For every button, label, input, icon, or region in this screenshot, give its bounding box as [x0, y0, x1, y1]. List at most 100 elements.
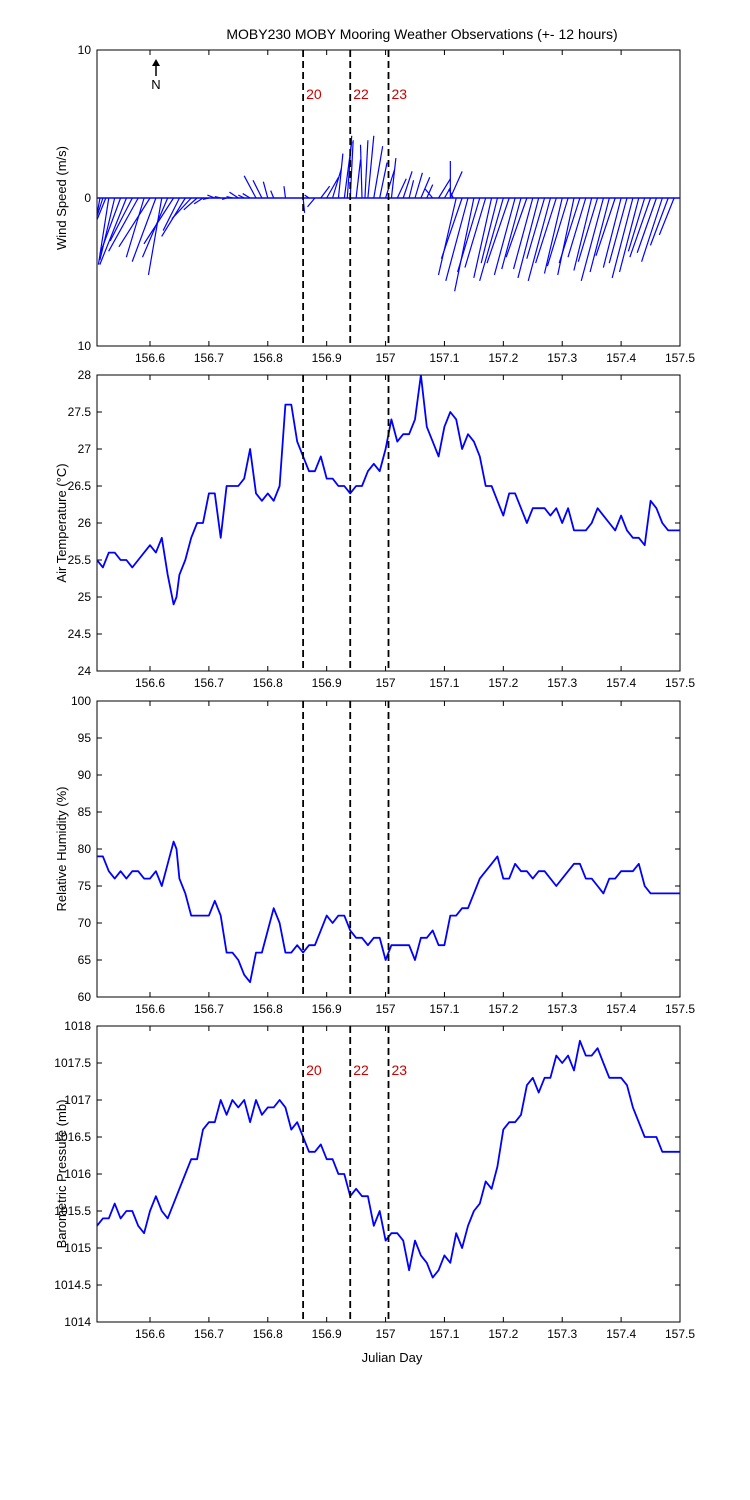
panel-humidity: 156.6 156.7 156.8 156.9 157 157.1 157.2 157.3 15…: [54, 694, 695, 1016]
wind-stick: [402, 171, 413, 199]
pressure-y-tick-label: 1018: [64, 1019, 91, 1033]
x-axis-label: Julian Day: [362, 1350, 423, 1365]
north-arrow-head: [152, 59, 160, 66]
wind-stick: [202, 197, 210, 201]
humidity-y-tick-label: 85: [78, 805, 92, 819]
humidity-plot-area: [97, 840, 680, 984]
wind-stick: [331, 168, 343, 199]
panel-airtemp: 156.6 156.7 156.8 156.9 157 157.1 157.2 157.3 15…: [54, 368, 695, 690]
wind-stick: [97, 197, 104, 219]
airtemp-x-tick-label: 156.6: [135, 676, 165, 690]
humidity-x-tick-label: 156.7: [194, 1002, 224, 1016]
wind-stick: [367, 135, 375, 199]
wind-stick: [131, 197, 157, 262]
humidity-y-tick-label: 60: [78, 990, 92, 1004]
wind-stick: [558, 197, 581, 264]
wind-stick: [162, 197, 180, 231]
humidity-x-tick-label: 157.5: [665, 1002, 695, 1016]
pressure-event-label: 20: [306, 1062, 322, 1078]
airtemp-y-tick-label: 24: [78, 664, 92, 678]
wind-x-tick-label: 156.9: [312, 351, 342, 365]
wind-y-tick-label: 10: [78, 43, 92, 57]
wind-y-tick-label: 10: [78, 339, 92, 353]
humidity-x-tick-label: 157: [376, 1002, 396, 1016]
wind-stick: [408, 180, 415, 199]
pressure-y-tick-label: 1016.5: [54, 1130, 91, 1144]
wind-stick: [414, 172, 423, 199]
airtemp-x-tick-label: 157.4: [606, 676, 636, 690]
wind-stick: [473, 197, 493, 279]
wind-stick: [595, 197, 616, 256]
panel-pressure: 156.6 156.7 156.8 156.9 157 157.1 157.2 157.3 15…: [54, 1019, 695, 1341]
wind-x-tick-label: 157.4: [606, 351, 636, 365]
humidity-x-tick-label: 157.4: [606, 1002, 636, 1016]
pressure-y-tick-label: 1016: [64, 1167, 91, 1181]
wind-stick: [608, 197, 628, 264]
wind-stick: [437, 197, 457, 276]
wind-stick: [108, 197, 139, 252]
wind-stick: [355, 159, 362, 199]
humidity-x-tick-label: 156.8: [253, 1002, 283, 1016]
pressure-x-tick-label: 156.7: [194, 1327, 224, 1341]
wind-stick: [589, 197, 610, 273]
wind-x-tick-label: 156.6: [135, 351, 165, 365]
wind-stick: [577, 197, 599, 262]
pressure-event-label: 23: [392, 1062, 408, 1078]
airtemp-x-tick-label: 156.9: [312, 676, 342, 690]
wind-stick: [307, 197, 316, 208]
humidity-x-tick-label: 156.6: [135, 1002, 165, 1016]
wind-stick: [611, 197, 634, 279]
wind-x-tick-label: 157.1: [429, 351, 459, 365]
north-label: N: [151, 77, 160, 92]
wind-stick: [479, 197, 504, 282]
airtemp-x-tick-label: 156.8: [253, 676, 283, 690]
wind-stick: [109, 197, 133, 242]
airtemp-x-tick-label: 157.1: [429, 676, 459, 690]
wind-stick: [171, 197, 192, 220]
pressure-plot-area: [97, 1039, 680, 1279]
wind-stick: [486, 197, 510, 264]
figure-title: MOBY230 MOBY Mooring Weather Observation…: [226, 26, 617, 42]
wind-stick: [99, 197, 122, 255]
wind-event-label: 20: [306, 86, 322, 102]
wind-stick: [567, 197, 587, 258]
wind-stick: [337, 153, 344, 199]
airtemp-x-tick-label: 157.5: [665, 676, 695, 690]
wind-stick: [396, 178, 407, 199]
airtemp-x-tick-label: 156.7: [194, 676, 224, 690]
wind-stick: [454, 197, 475, 292]
wind-stick: [97, 197, 101, 219]
wind-stick: [304, 194, 310, 199]
wind-stick: [226, 195, 233, 199]
wind-stick: [270, 190, 275, 199]
wind-stick: [147, 197, 163, 276]
wind-x-tick-label: 157.2: [488, 351, 518, 365]
pressure-y-tick-label: 1017.5: [54, 1056, 91, 1070]
wind-stick: [440, 197, 463, 259]
wind-stick: [118, 197, 151, 248]
wind-stick: [636, 197, 658, 253]
wind-stick: [379, 162, 388, 199]
wind-stick: [390, 157, 397, 199]
wind-stick: [242, 193, 251, 199]
pressure-x-tick-label: 156.6: [135, 1327, 165, 1341]
wind-stick: [464, 197, 487, 268]
wind-stick: [641, 197, 663, 262]
wind-stick: [229, 191, 239, 199]
pressure-y-axis-label: Barometric Pressure (mb): [54, 1100, 69, 1249]
wind-stick: [448, 188, 454, 199]
wind-stick: [449, 171, 463, 199]
wind-stick: [546, 197, 569, 267]
pressure-x-tick-label: 157.5: [665, 1327, 695, 1341]
wind-stick: [143, 197, 175, 245]
wind-stick: [252, 179, 263, 199]
wind-stick: [326, 176, 340, 199]
humidity-y-tick-label: 80: [78, 842, 92, 856]
pressure-x-tick-label: 157.3: [547, 1327, 577, 1341]
wind-stick: [97, 197, 107, 222]
wind-stick: [649, 197, 669, 246]
wind-plot-area: [97, 135, 680, 292]
wind-stick: [629, 197, 652, 258]
wind-stick: [517, 197, 540, 279]
